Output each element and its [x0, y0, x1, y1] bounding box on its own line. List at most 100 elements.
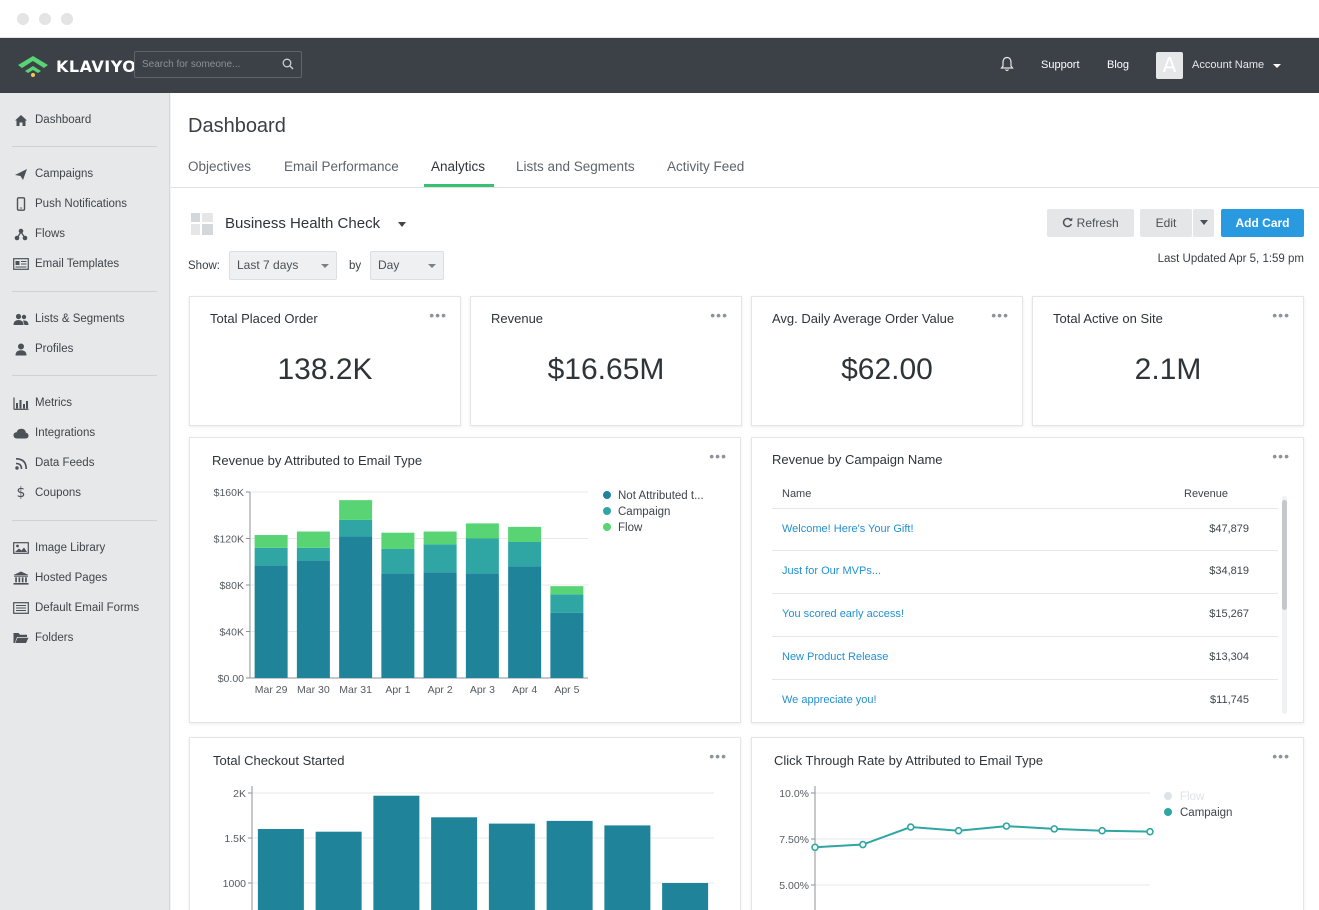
window-close-dot[interactable]	[17, 13, 29, 25]
sidebar-item-label: Dashboard	[35, 114, 92, 126]
sidebar-item-data-feeds[interactable]: Data Feeds	[13, 453, 94, 473]
bar-segment-not-attributed-t	[381, 573, 415, 678]
main-content: Dashboard Objectives Email Performance A…	[171, 93, 1319, 910]
more-options-icon[interactable]: •••	[1272, 307, 1290, 323]
tab-bar: Objectives Email Performance Analytics L…	[171, 150, 1319, 188]
data-point-mar-31	[906, 823, 915, 831]
sidebar-item-flows[interactable]: Flows	[13, 224, 65, 244]
flows-icon	[13, 227, 29, 241]
table-row[interactable]: Just for Our MVPs... $34,819	[772, 551, 1278, 594]
x-tick-label: Apr 2	[428, 684, 453, 696]
blog-link[interactable]: Blog	[1107, 59, 1130, 71]
window-maximize-dot[interactable]	[61, 13, 73, 25]
campaign-name-link[interactable]: Just for Our MVPs...	[782, 565, 882, 577]
tab-lists-and-segments[interactable]: Lists and Segments	[516, 159, 635, 174]
bar-segment-not-attributed-t	[296, 560, 330, 678]
active-tab-indicator	[424, 184, 494, 187]
bar-segment-not-attributed-t	[423, 572, 457, 678]
campaign-name-link[interactable]: We appreciate you!	[782, 694, 877, 706]
card-title: Click Through Rate by Attributed to Emai…	[774, 753, 1044, 768]
image-icon	[13, 541, 29, 555]
sidebar-item-metrics[interactable]: Metrics	[13, 393, 72, 413]
metric-card-avg-order-value: Avg. Daily Average Order Value ••• $62.0…	[751, 296, 1023, 426]
sidebar-item-hosted-pages[interactable]: Hosted Pages	[13, 568, 107, 588]
klaviyo-logo-icon	[18, 56, 48, 77]
support-link[interactable]: Support	[1041, 59, 1080, 71]
table-row[interactable]: Welcome! Here's Your Gift! $47,879	[772, 508, 1278, 551]
table-row[interactable]: New Product Release $13,304	[772, 637, 1278, 680]
more-options-icon[interactable]: •••	[429, 307, 447, 323]
table-row[interactable]: We appreciate you! $11,745	[772, 680, 1278, 723]
data-point-apr-1	[954, 826, 963, 835]
bar-apr-4	[604, 825, 651, 910]
klaviyo-logo[interactable]: KLAVIYO	[16, 52, 136, 80]
campaign-revenue: $13,304	[1209, 651, 1249, 663]
avatar[interactable]: A	[1156, 52, 1183, 79]
more-options-icon[interactable]: •••	[710, 307, 728, 323]
sidebar-item-campaigns[interactable]: Campaigns	[13, 164, 93, 184]
search-icon[interactable]	[282, 58, 294, 70]
sidebar-item-profiles[interactable]: Profiles	[13, 339, 73, 359]
sidebar-item-coupons[interactable]: $ Coupons	[13, 483, 82, 503]
search-input[interactable]	[135, 52, 275, 77]
edit-button[interactable]: Edit	[1140, 209, 1192, 237]
caret-down-icon	[1199, 220, 1208, 225]
window-minimize-dot[interactable]	[39, 13, 51, 25]
bar-apr-2	[488, 823, 535, 910]
more-options-icon[interactable]: •••	[709, 748, 727, 764]
more-options-icon[interactable]: •••	[1272, 448, 1290, 464]
tab-email-performance[interactable]: Email Performance	[284, 159, 399, 174]
search-box[interactable]	[134, 51, 302, 78]
bar-segment-flow	[254, 535, 288, 548]
sidebar-item-label: Default Email Forms	[35, 602, 140, 614]
sidebar-item-push-notifications[interactable]: Push Notifications	[13, 194, 127, 214]
brand-wordmark: KLAVIYO	[56, 56, 137, 76]
stacked-bar-chart: $0.00 $40K $80K $120K $160K Mar 29 Mar 30 Mar 3…	[214, 487, 704, 696]
table-row[interactable]: You scored early access! $15,267	[772, 594, 1278, 637]
sidebar-item-lists-segments[interactable]: Lists & Segments	[13, 309, 124, 329]
sidebar-item-email-templates[interactable]: Email Templates	[13, 254, 119, 274]
bar-segment-flow	[550, 586, 584, 595]
campaign-name-link[interactable]: Welcome! Here's Your Gift!	[782, 523, 914, 535]
account-caret-down-icon[interactable]	[1273, 64, 1281, 68]
view-selector-caret-down-icon[interactable]	[398, 222, 406, 227]
legend-label: Flow	[618, 522, 643, 534]
more-options-icon[interactable]: •••	[709, 448, 727, 464]
sidebar-item-image-library[interactable]: Image Library	[13, 538, 105, 558]
dashboard-view-selector[interactable]: Business Health Check	[225, 215, 381, 232]
sidebar-item-folders[interactable]: Folders	[13, 628, 73, 648]
more-options-icon[interactable]: •••	[1272, 748, 1290, 764]
column-header-name[interactable]: Name	[782, 488, 812, 500]
by-label: by	[349, 260, 362, 272]
sidebar-item-dashboard[interactable]: Dashboard	[13, 110, 91, 130]
sidebar-item-label: Image Library	[35, 542, 106, 554]
edit-dropdown-button[interactable]	[1193, 209, 1214, 237]
data-point-apr-4	[1098, 826, 1106, 835]
data-point-apr-2	[1002, 822, 1011, 830]
bar-segment-not-attributed-t	[508, 566, 542, 678]
more-options-icon[interactable]: •••	[991, 307, 1009, 323]
interval-select[interactable]: Day	[370, 251, 444, 280]
refresh-button[interactable]: Refresh	[1047, 209, 1134, 237]
sidebar-item-label: Email Templates	[35, 258, 120, 270]
campaign-name-link[interactable]: New Product Release	[782, 651, 889, 663]
tab-activity-feed[interactable]: Activity Feed	[667, 159, 745, 174]
campaign-name-link[interactable]: You scored early access!	[782, 608, 904, 620]
tab-objectives[interactable]: Objectives	[188, 159, 252, 174]
bar-segment-not-attributed-t	[254, 565, 288, 678]
sidebar-item-default-email-forms[interactable]: Default Email Forms	[13, 598, 139, 618]
column-header-revenue[interactable]: Revenue	[1184, 488, 1229, 500]
sidebar-item-label: Folders	[35, 632, 74, 644]
y-tick-label: 10.0%	[779, 788, 809, 800]
sidebar-item-integrations[interactable]: Integrations	[13, 423, 95, 443]
account-name[interactable]: Account Name	[1192, 59, 1265, 71]
refresh-icon	[1063, 217, 1073, 228]
show-label: Show:	[188, 260, 220, 272]
y-tick-label: 1000	[223, 878, 247, 890]
add-card-button[interactable]: Add Card	[1221, 209, 1304, 237]
date-range-select[interactable]: Last 7 days	[229, 251, 337, 280]
x-tick-label: Mar 31	[339, 684, 372, 696]
scrollbar-thumb[interactable]	[1282, 500, 1287, 610]
bell-icon[interactable]	[1000, 56, 1014, 72]
tab-analytics[interactable]: Analytics	[431, 159, 486, 174]
